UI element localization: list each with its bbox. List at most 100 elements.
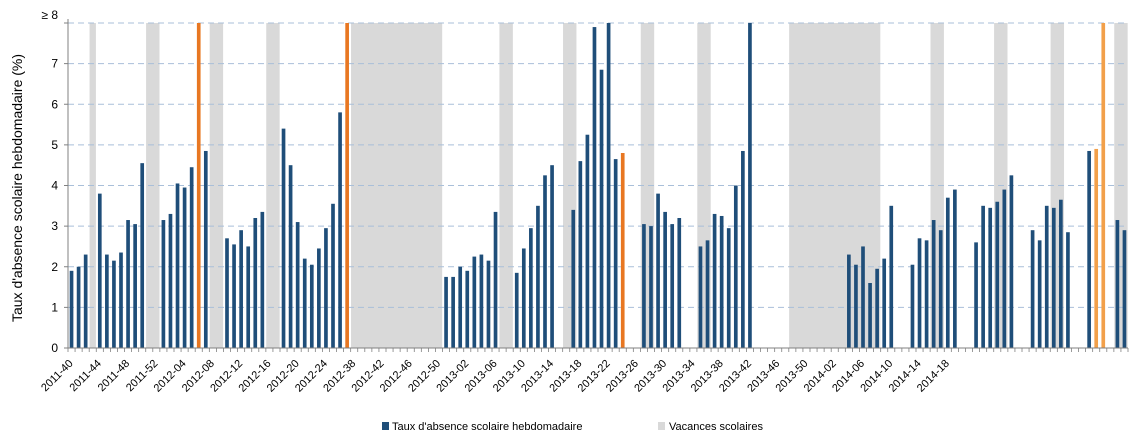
bar [974, 242, 978, 348]
bar [486, 260, 491, 348]
bar [465, 270, 470, 348]
bar [246, 246, 251, 348]
bar [1051, 207, 1056, 348]
y-tick-label: 4 [51, 179, 58, 193]
bar [232, 244, 236, 348]
y-tick-labels: 0 1 2 3 4 5 6 7 ≥ 8 [41, 8, 58, 355]
bar [203, 150, 208, 348]
bar [105, 254, 109, 348]
bar [514, 272, 519, 348]
bar [324, 228, 328, 348]
legend-label-absence: Taux d'absence scolaire hebdomadaire [392, 421, 582, 433]
bar [677, 218, 682, 348]
bar [317, 248, 321, 348]
bar [182, 187, 187, 348]
bar [945, 197, 950, 348]
bar [76, 266, 81, 348]
bar [543, 175, 547, 348]
bar [1030, 230, 1035, 348]
bar [126, 220, 130, 348]
bar [1002, 189, 1007, 348]
bar [1037, 240, 1042, 348]
bar [331, 203, 335, 348]
bar-high [620, 153, 625, 348]
bar [338, 112, 342, 348]
bar [83, 254, 88, 348]
bar [592, 27, 597, 348]
bar [712, 213, 717, 348]
bar [1044, 205, 1049, 348]
bar [670, 224, 675, 348]
y-tick-label: 1 [51, 300, 58, 314]
bar [1115, 220, 1120, 348]
bar [663, 211, 667, 348]
bar [451, 276, 455, 348]
bar [606, 23, 611, 348]
y-tick-label: 6 [51, 97, 58, 111]
bar [493, 211, 498, 348]
bar [613, 159, 618, 348]
y-axis-label: Taux d'absence scolaire hebdomadaire (%) [9, 54, 25, 322]
bar [260, 211, 265, 348]
bar [995, 201, 1000, 348]
bar [161, 220, 166, 348]
bar [889, 205, 894, 348]
bar [726, 228, 731, 348]
y-tick-label: 2 [51, 260, 58, 274]
bar [917, 238, 922, 348]
bar [719, 215, 724, 348]
bar [479, 254, 484, 348]
bar [112, 260, 116, 348]
bar [550, 165, 554, 348]
bar-high [1094, 148, 1099, 348]
bar [521, 248, 526, 348]
bar [854, 264, 858, 348]
bar [1066, 232, 1070, 348]
bar [868, 283, 872, 348]
bar [133, 224, 137, 348]
holiday-band [351, 23, 443, 348]
bar [882, 258, 887, 348]
gridlines [68, 22, 1128, 308]
bar [578, 161, 583, 348]
bar [168, 213, 173, 348]
bar [705, 240, 710, 348]
bar [309, 264, 314, 348]
bar [253, 218, 258, 348]
bar [239, 230, 243, 348]
bar [748, 23, 752, 348]
bar [938, 230, 943, 348]
x-tick-labels: 2011-402011-442011-482011-522012-042012-… [39, 358, 952, 395]
bar [119, 252, 123, 348]
bar [656, 193, 660, 348]
legend-swatch-absence [382, 422, 389, 430]
bar [281, 128, 286, 348]
bar-high [345, 23, 349, 348]
bar-high [196, 23, 201, 348]
bar [295, 222, 300, 348]
legend: Taux d'absence scolaire hebdomadaire Vac… [382, 421, 763, 433]
y-tick-label: 5 [51, 138, 58, 152]
bar [599, 69, 604, 348]
bar [140, 163, 145, 348]
bar [472, 256, 477, 348]
bar [97, 193, 102, 348]
bar-high [1101, 23, 1106, 348]
axes [64, 19, 1129, 352]
bar [536, 205, 540, 348]
bar [302, 258, 307, 348]
bar [924, 240, 929, 348]
bar [571, 209, 576, 348]
bar [910, 264, 915, 348]
holiday-band [789, 23, 881, 348]
bar [875, 268, 879, 348]
y-tick-label: ≥ 8 [41, 8, 58, 22]
legend-swatch-holidays [658, 422, 665, 430]
bar [288, 165, 293, 348]
bar [861, 246, 865, 348]
bar [1009, 175, 1014, 348]
y-tick-label: 3 [51, 219, 58, 233]
bar [649, 226, 653, 348]
bar [1059, 199, 1063, 348]
